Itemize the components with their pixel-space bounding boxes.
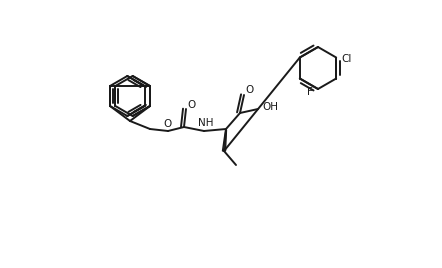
Text: OH: OH	[262, 102, 278, 112]
Text: O: O	[245, 85, 253, 95]
Text: Cl: Cl	[341, 54, 351, 65]
Text: O: O	[188, 100, 196, 110]
Text: NH: NH	[198, 118, 214, 128]
Text: F: F	[307, 87, 313, 97]
Text: O: O	[164, 119, 172, 129]
